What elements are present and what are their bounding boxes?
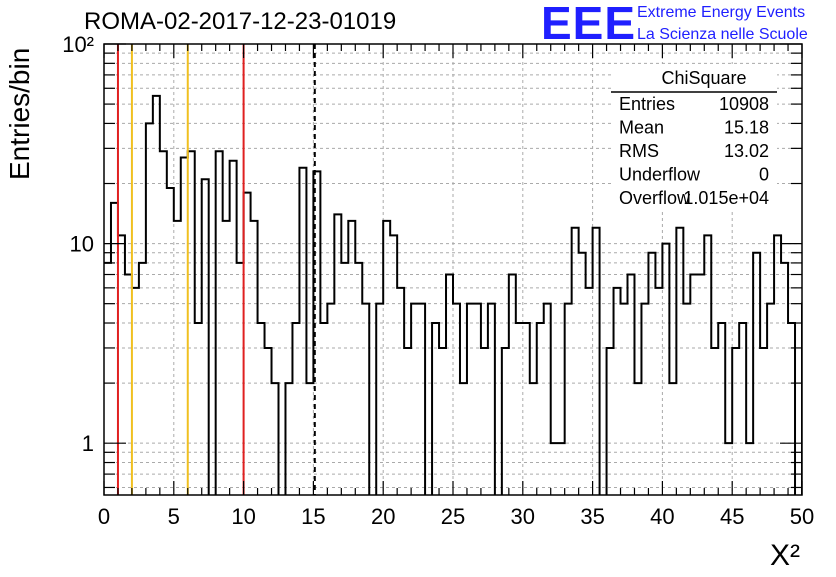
stats-row-value: 10908 bbox=[719, 94, 769, 114]
x-tick-label: 15 bbox=[301, 504, 325, 529]
stats-row-value: 0 bbox=[759, 165, 769, 185]
stats-row-value: 1.015e+04 bbox=[683, 188, 769, 208]
eee-logo: EEE bbox=[541, 0, 637, 49]
logo-text-line1: Extreme Energy Events bbox=[637, 4, 806, 21]
x-tick-label: 20 bbox=[371, 504, 395, 529]
x-tick-label: 10 bbox=[231, 504, 255, 529]
stats-row-label: RMS bbox=[619, 141, 659, 161]
stats-box bbox=[611, 64, 777, 212]
x-tick-label: 45 bbox=[720, 504, 744, 529]
y-tick-label: 1 bbox=[82, 431, 94, 456]
x-axis-label: X² bbox=[770, 539, 800, 572]
x-tick-label: 35 bbox=[580, 504, 604, 529]
x-tick-label: 40 bbox=[650, 504, 674, 529]
stats-row-value: 15.18 bbox=[724, 118, 769, 138]
stats-row-label: Overflow bbox=[619, 188, 691, 208]
stats-row-value: 13.02 bbox=[724, 141, 769, 161]
logo-text-line2: La Scienza nelle Scuole bbox=[637, 26, 808, 43]
stats-row-label: Underflow bbox=[619, 165, 701, 185]
x-tick-label: 5 bbox=[168, 504, 180, 529]
stats-row-label: Entries bbox=[619, 94, 675, 114]
y-tick-label: 10 bbox=[70, 232, 94, 257]
stats-row-label: Mean bbox=[619, 118, 664, 138]
stats-box-name: ChiSquare bbox=[661, 68, 746, 88]
y-axis-label: Entries/bin bbox=[4, 47, 35, 180]
x-tick-label: 50 bbox=[790, 504, 814, 529]
x-tick-label: 0 bbox=[98, 504, 110, 529]
chart-title: ROMA-02-2017-12-23-01019 bbox=[84, 8, 397, 35]
x-tick-label: 25 bbox=[441, 504, 465, 529]
histogram-steps bbox=[104, 94, 802, 495]
y-tick-label: 10² bbox=[62, 32, 94, 57]
x-tick-label: 30 bbox=[511, 504, 535, 529]
